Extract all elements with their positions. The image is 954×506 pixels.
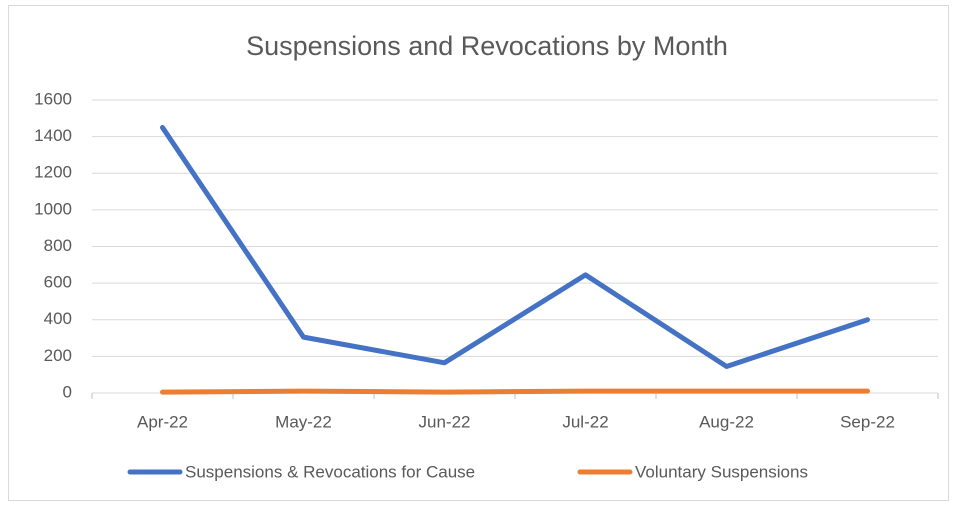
y-tick-label: 400 [44,309,72,328]
legend-label: Suspensions & Revocations for Cause [185,462,475,481]
chart-title: Suspensions and Revocations by Month [246,31,728,61]
x-tick-label: May-22 [275,412,332,431]
y-tick-label: 200 [44,346,72,365]
x-tick-label: Aug-22 [699,412,754,431]
series-line [160,124,870,369]
legend-label: Voluntary Suspensions [635,462,808,481]
x-tick-label: Sep-22 [840,412,895,431]
y-tick-label: 800 [44,236,72,255]
x-tick-label: Apr-22 [137,412,188,431]
y-tick-label: 600 [44,273,72,292]
x-tick-label: Jul-22 [562,412,608,431]
x-tick-label: Jun-22 [419,412,471,431]
y-tick-label: 0 [63,382,72,401]
chart-border [8,5,949,501]
y-tick-label: 1200 [34,163,72,182]
y-tick-label: 1000 [34,199,72,218]
y-tick-label: 1400 [34,126,72,145]
y-tick-label: 1600 [34,89,72,108]
series-line [160,388,870,395]
